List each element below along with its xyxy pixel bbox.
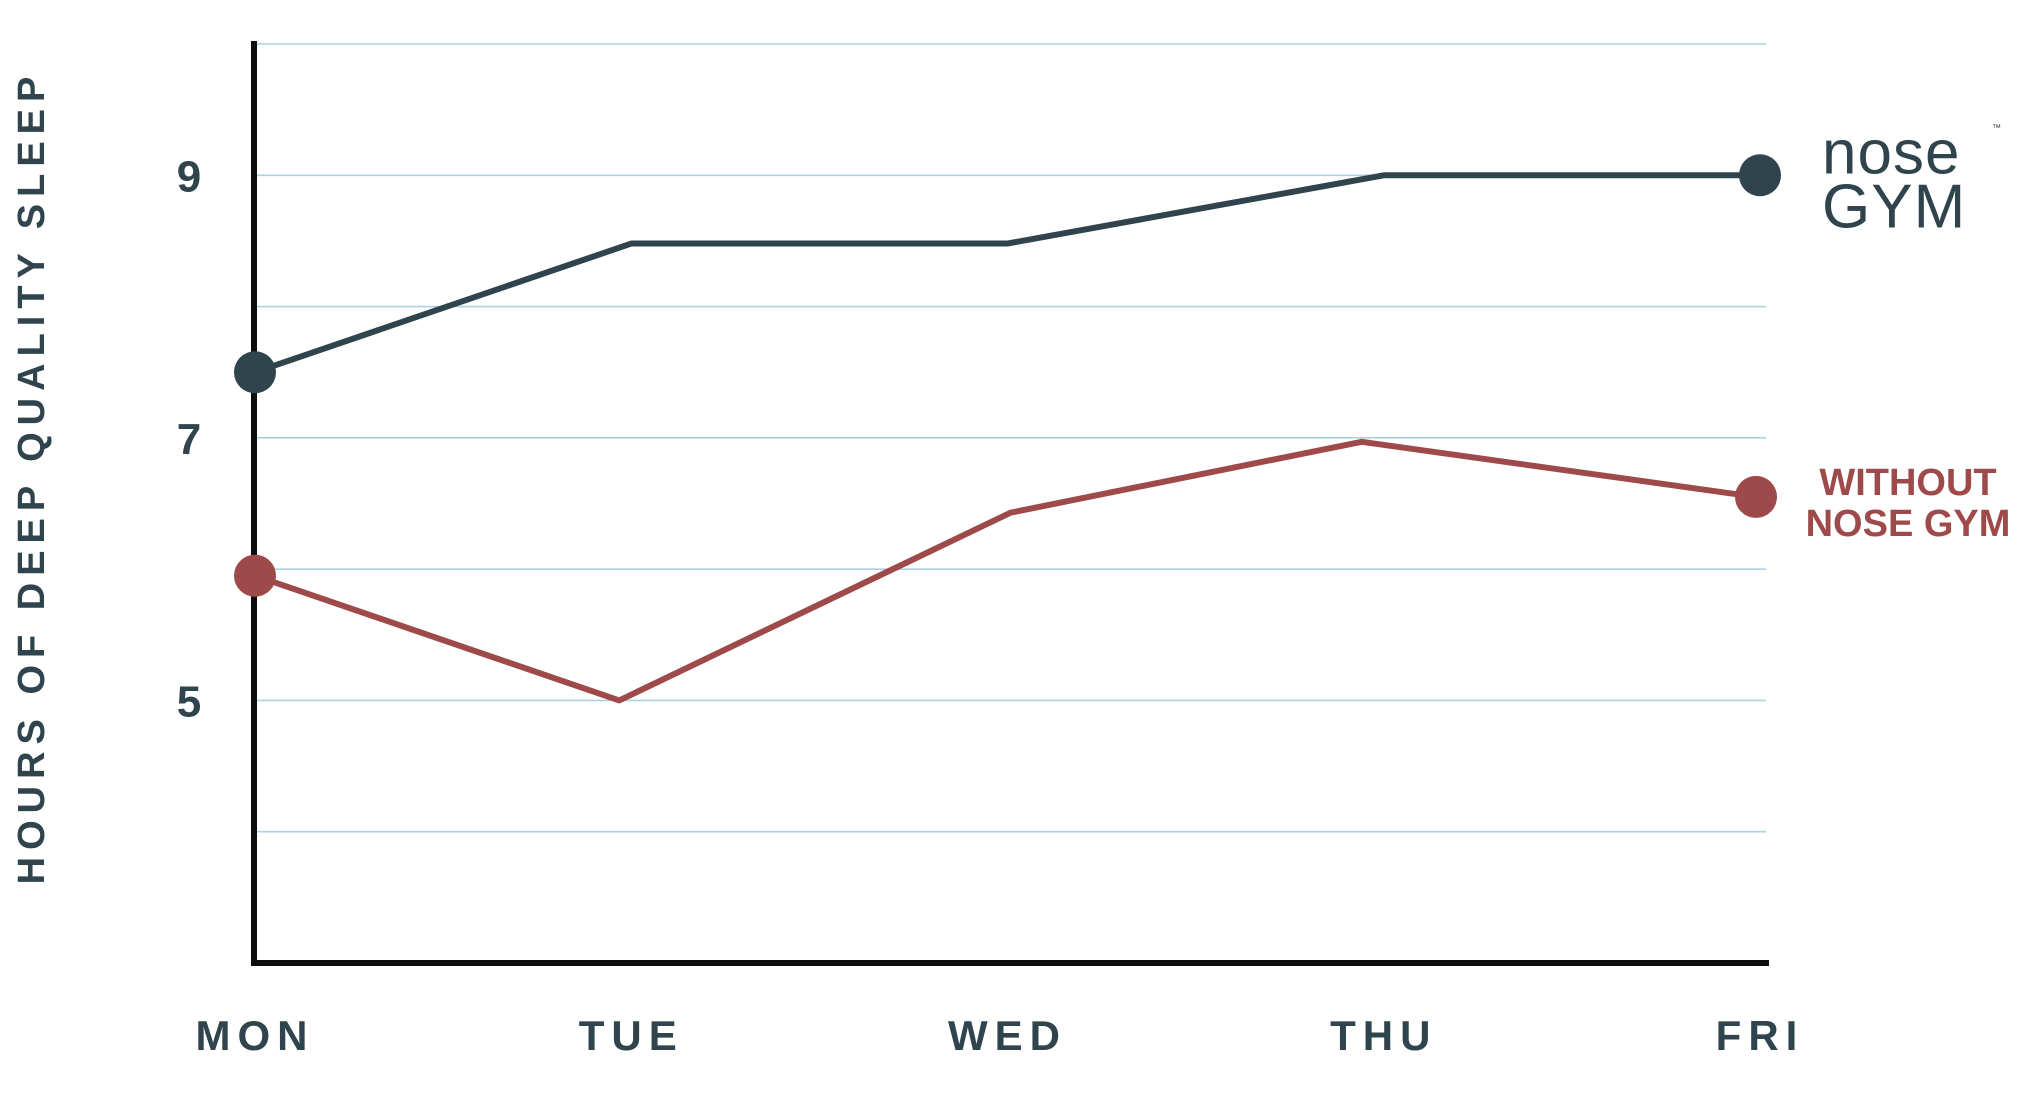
series-label-line: WITHOUT xyxy=(1819,462,1996,504)
trademark-mark: ™ xyxy=(1992,122,2001,132)
x-tick-label: FRI xyxy=(1716,1012,1805,1059)
y-tick-label: 9 xyxy=(177,152,203,201)
endpoint-marker xyxy=(1739,154,1781,197)
y-tick-label: 5 xyxy=(177,677,203,726)
endpoint-marker xyxy=(234,351,276,394)
x-tick-label: TUE xyxy=(579,1012,684,1059)
axes xyxy=(251,41,1769,966)
logo-line-2: GYM xyxy=(1822,172,1966,241)
logo-line-1: nose xyxy=(1822,118,1960,187)
y-tick-label: 7 xyxy=(177,415,203,464)
endpoint-marker xyxy=(1735,475,1777,518)
y-axis-title: HOURS OF DEEP QUALITY SLEEP xyxy=(11,70,53,885)
tick-labels: 5 7 9 MON TUE WED THU FRI xyxy=(177,152,1805,1059)
series-line xyxy=(252,172,1763,376)
x-tick-label: MON xyxy=(196,1012,315,1059)
series-label-line: NOSE GYM xyxy=(1806,503,2011,545)
x-tick-label: THU xyxy=(1330,1012,1437,1059)
endpoint-marker xyxy=(234,554,276,597)
series-lines xyxy=(234,154,1781,704)
x-tick-label: WED xyxy=(948,1012,1067,1059)
gridlines xyxy=(254,43,1766,833)
series-line xyxy=(252,438,1759,704)
